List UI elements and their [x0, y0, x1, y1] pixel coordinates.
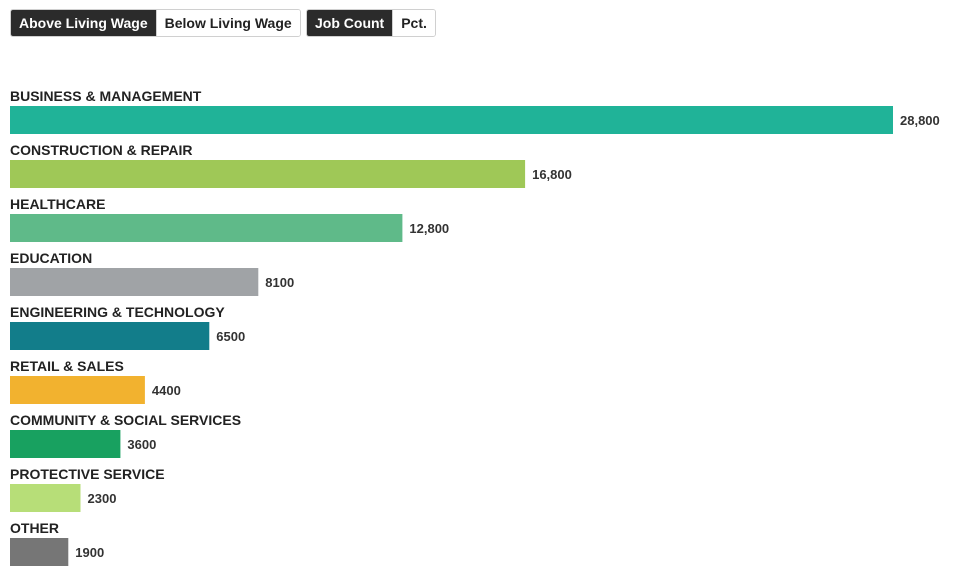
- category-label: ENGINEERING & TECHNOLOGY: [10, 304, 225, 320]
- bar-row-protective-service: PROTECTIVE SERVICE 2300: [10, 466, 165, 512]
- bar-row-other: OTHER 1900: [10, 520, 104, 566]
- above-living-wage-button[interactable]: Above Living Wage: [11, 10, 156, 36]
- category-label: RETAIL & SALES: [10, 358, 124, 374]
- category-label: EDUCATION: [10, 250, 92, 266]
- bar-row-engineering-and-technology: ENGINEERING & TECHNOLOGY 6500: [10, 304, 245, 350]
- value-label: 3600: [127, 437, 156, 452]
- category-label: COMMUNITY & SOCIAL SERVICES: [10, 412, 241, 428]
- category-label: OTHER: [10, 520, 59, 536]
- value-label: 12,800: [409, 221, 449, 236]
- bar-construction-and-repair[interactable]: [10, 160, 526, 188]
- value-label: 1900: [75, 545, 104, 560]
- bar-other[interactable]: [10, 538, 69, 566]
- value-label: 28,800: [900, 113, 940, 128]
- value-label: 8100: [265, 275, 294, 290]
- below-living-wage-button[interactable]: Below Living Wage: [155, 10, 300, 36]
- pct-button[interactable]: Pct.: [392, 10, 435, 36]
- value-label: 2300: [88, 491, 117, 506]
- bar-row-business-and-management: BUSINESS & MANAGEMENT 28,800: [10, 88, 940, 134]
- value-label: 4400: [152, 383, 181, 398]
- category-label: CONSTRUCTION & REPAIR: [10, 142, 193, 158]
- bar-protective-service[interactable]: [10, 484, 81, 512]
- bar-row-community-and-social-services: COMMUNITY & SOCIAL SERVICES 3600: [10, 412, 241, 458]
- bar-education[interactable]: [10, 268, 259, 296]
- bar-engineering-and-technology[interactable]: [10, 322, 210, 350]
- category-label: HEALTHCARE: [10, 196, 105, 212]
- category-label: BUSINESS & MANAGEMENT: [10, 88, 202, 104]
- bar-business-and-management[interactable]: [10, 106, 893, 134]
- wage-toggle-group: Above Living Wage Below Living Wage: [10, 9, 301, 37]
- bar-row-retail-and-sales: RETAIL & SALES 4400: [10, 358, 181, 404]
- value-label: 16,800: [532, 167, 572, 182]
- category-label: PROTECTIVE SERVICE: [10, 466, 165, 482]
- bar-healthcare[interactable]: [10, 214, 403, 242]
- bar-community-and-social-services[interactable]: [10, 430, 121, 458]
- bar-row-construction-and-repair: CONSTRUCTION & REPAIR 16,800: [10, 142, 572, 188]
- bar-row-healthcare: HEALTHCARE 12,800: [10, 196, 449, 242]
- value-label: 6500: [216, 329, 245, 344]
- job-count-button[interactable]: Job Count: [307, 10, 393, 36]
- metric-toggle-group: Job Count Pct.: [306, 9, 436, 37]
- bar-retail-and-sales[interactable]: [10, 376, 145, 404]
- bar-row-education: EDUCATION 8100: [10, 250, 294, 296]
